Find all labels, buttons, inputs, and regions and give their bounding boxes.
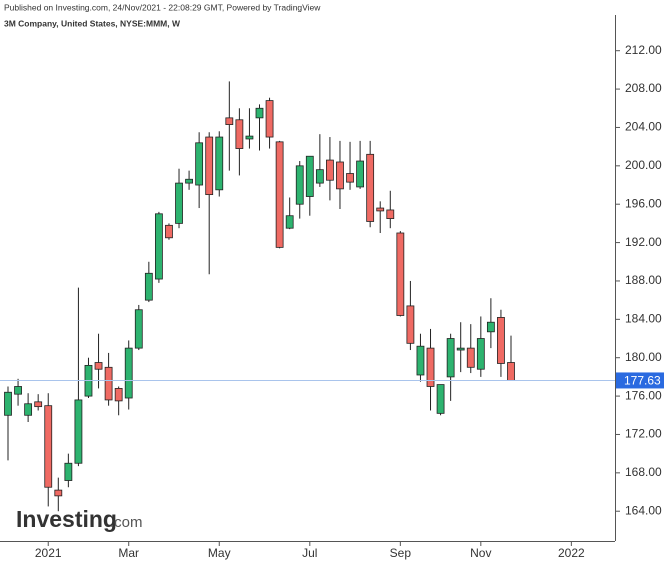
- x-tick-label: May: [208, 546, 231, 560]
- candle-body: [74, 399, 83, 464]
- candle-body: [476, 338, 485, 370]
- x-tick-label: Nov: [470, 546, 491, 560]
- candle-body: [24, 403, 33, 416]
- candle-body: [346, 173, 354, 183]
- x-tick-label: Sep: [390, 546, 412, 560]
- candle-body: [245, 135, 254, 140]
- symbol-title: 3M Company, United States, NYSE:MMM, W: [4, 18, 181, 28]
- candle-body: [205, 136, 214, 196]
- y-tick-label: 188.00: [625, 273, 662, 287]
- y-tick-label: 192.00: [625, 235, 662, 249]
- candle-body: [396, 232, 405, 316]
- y-tick-label: 180.00: [625, 350, 662, 364]
- candle-body: [265, 100, 274, 138]
- candle-body: [507, 362, 515, 381]
- x-tick-label: 2022: [558, 546, 585, 560]
- candle-body: [366, 153, 375, 222]
- y-tick-label: 208.00: [625, 81, 662, 95]
- candle-body: [376, 207, 385, 212]
- candle-body: [255, 107, 264, 119]
- candle-body: [64, 462, 73, 481]
- candle-body: [285, 215, 294, 229]
- candle-body: [14, 386, 22, 395]
- candle-body: [486, 321, 495, 333]
- x-tick-label: Jul: [302, 546, 317, 560]
- candle-body: [144, 272, 153, 301]
- published-note: Published on Investing.com, 24/Nov/2021 …: [4, 2, 321, 12]
- candle-body: [315, 169, 324, 184]
- candle-body: [416, 345, 425, 376]
- candle-body: [54, 489, 63, 497]
- candle-body: [336, 161, 344, 190]
- candle-body: [356, 160, 365, 188]
- candle-body: [446, 338, 455, 378]
- candle-body: [235, 119, 244, 149]
- logo-suffix: .com: [110, 514, 143, 531]
- y-tick-label: 164.00: [625, 503, 662, 517]
- candle-body: [215, 136, 224, 191]
- y-tick-label: 184.00: [625, 312, 662, 326]
- candle-body: [4, 391, 12, 416]
- candle-body: [154, 213, 163, 280]
- candle-body: [426, 347, 435, 387]
- logo-name: Investing: [16, 506, 117, 532]
- candle-body: [497, 317, 505, 364]
- candle-body: [175, 182, 183, 224]
- y-tick-label: 212.00: [625, 43, 662, 57]
- last-price-label: 177.63: [624, 374, 661, 388]
- candle-body: [185, 178, 193, 184]
- x-tick-label: Mar: [118, 546, 139, 560]
- y-tick-label: 204.00: [625, 120, 662, 134]
- candle-body: [386, 209, 395, 219]
- candle-body: [114, 388, 123, 402]
- candle-body: [466, 347, 475, 368]
- candle-body: [406, 305, 415, 344]
- candle-body: [165, 224, 173, 239]
- last-price-box: [616, 372, 664, 389]
- y-tick-label: 200.00: [625, 158, 662, 172]
- candle-body: [44, 405, 53, 488]
- candle-body: [34, 401, 43, 408]
- candle-body: [305, 155, 314, 197]
- y-tick-label: 196.00: [625, 196, 662, 210]
- candle-body: [456, 347, 465, 351]
- y-tick-label: 172.00: [625, 427, 662, 441]
- y-tick-label: 176.00: [625, 388, 662, 402]
- x-tick-label: 2021: [35, 546, 62, 560]
- candle-body: [326, 159, 334, 181]
- candle-body: [134, 309, 143, 349]
- y-tick-label: 168.00: [625, 465, 662, 479]
- candle-body: [195, 142, 204, 186]
- candle-body: [436, 384, 445, 414]
- candle-body: [104, 366, 113, 401]
- candle-body: [275, 141, 284, 248]
- candle-body: [295, 165, 304, 205]
- candle-body: [225, 117, 234, 125]
- candle-body: [124, 347, 133, 399]
- candle-body: [94, 362, 103, 370]
